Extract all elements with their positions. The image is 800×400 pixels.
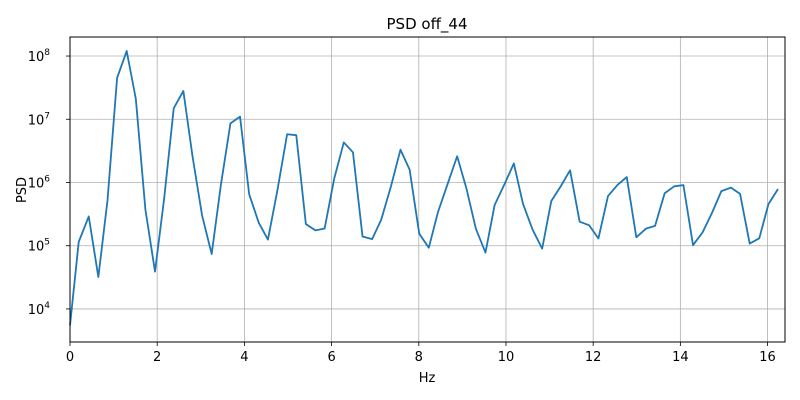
x-tick-label: 10 [498, 350, 515, 365]
y-tick-label: 105 [28, 238, 50, 255]
y-tick-label: 104 [28, 301, 51, 318]
x-axis: 0 2 4 6 8 10 12 14 16 [66, 342, 776, 365]
x-tick-label: 2 [153, 350, 161, 365]
x-tick-label: 14 [672, 350, 689, 365]
y-axis-label: PSD [15, 177, 30, 203]
psd-series-line [69, 50, 779, 326]
y-axis: 104 105 106 107 108 [28, 48, 70, 318]
chart-title: PSD off_44 [387, 15, 468, 34]
x-tick-label: 4 [240, 350, 248, 365]
x-tick-label: 0 [66, 350, 74, 365]
y-tick-label: 108 [28, 48, 51, 65]
y-tick-label: 107 [28, 111, 50, 128]
y-tick-label: 106 [28, 174, 51, 191]
series-layer [69, 50, 779, 326]
plot-frame [69, 36, 786, 343]
x-tick-label: 6 [327, 350, 335, 365]
x-tick-label: 8 [415, 350, 423, 365]
x-tick-label: 12 [585, 350, 602, 365]
x-tick-label: 16 [759, 350, 776, 365]
x-axis-label: Hz [419, 371, 436, 386]
